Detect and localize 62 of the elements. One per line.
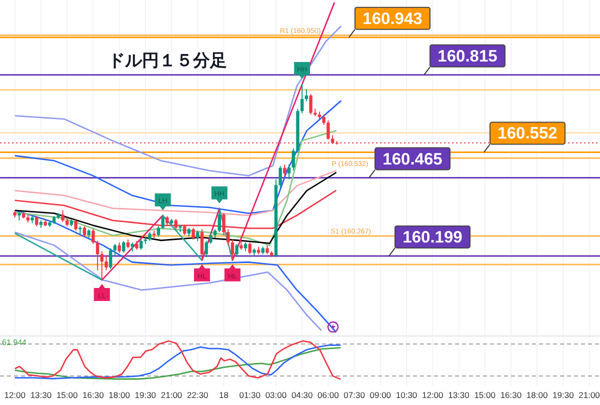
candlestick xyxy=(235,243,238,256)
candlestick xyxy=(92,228,95,244)
x-tick-label: 07:30 xyxy=(344,390,366,400)
candlestick xyxy=(248,242,252,255)
x-tick-label: 13:30 xyxy=(448,390,470,400)
ref-line-label: 160.815 xyxy=(438,47,498,66)
x-tick-label: 03:00 xyxy=(265,390,287,400)
candlestick xyxy=(322,114,326,126)
candlestick xyxy=(82,226,86,238)
x-tick-label: 22:30 xyxy=(187,390,209,400)
text: ドル円１５分足 xyxy=(108,51,227,71)
x-tick-label: 18 xyxy=(219,390,229,400)
annotation: 61.944 xyxy=(2,338,28,347)
x-tick-label: 19:30 xyxy=(552,390,574,400)
candlestick xyxy=(300,84,304,114)
x-tick-label: 16:30 xyxy=(500,390,522,400)
x-tick-label: 01:30 xyxy=(239,390,261,400)
x-tick-label: 15:00 xyxy=(474,390,496,400)
ref-line-label: 160.465 xyxy=(382,150,442,168)
candlestick xyxy=(122,240,126,254)
x-tick-label: 06:00 xyxy=(318,390,340,400)
x-tick-label: 04:30 xyxy=(291,390,313,400)
candlestick xyxy=(287,164,291,180)
ref-line-label: 160.199 xyxy=(402,228,462,246)
ref-line-label: 160.552 xyxy=(498,124,558,143)
candlestick xyxy=(309,94,312,116)
candlestick xyxy=(204,240,208,258)
candlestick xyxy=(109,248,112,270)
candlestick xyxy=(74,219,78,232)
ref-line-label: 160.943 xyxy=(362,10,422,28)
x-tick-label: 21:00 xyxy=(578,390,600,400)
x-tick-label: 16:30 xyxy=(82,390,104,400)
candlestick xyxy=(326,120,330,140)
candlestick xyxy=(139,238,143,250)
x-tick-label: 21:00 xyxy=(160,390,182,400)
candlestick xyxy=(283,164,286,177)
x-tick-label: 13:30 xyxy=(30,390,52,400)
candlestick xyxy=(200,228,204,261)
candlestick xyxy=(304,88,308,102)
candlestick xyxy=(118,242,121,254)
candlestick xyxy=(196,230,200,242)
x-tick-label: 18:00 xyxy=(526,390,548,400)
candlestick xyxy=(156,226,160,238)
candlestick xyxy=(292,148,295,171)
x-tick-label: 15:00 xyxy=(56,390,78,400)
x-tick-label: 18:00 xyxy=(108,390,130,400)
x-tick-label: 12:00 xyxy=(4,390,26,400)
candlestick xyxy=(61,210,64,222)
x-tick-label: 09:00 xyxy=(370,390,392,400)
candlestick xyxy=(35,215,38,227)
candlestick xyxy=(100,250,104,281)
candlestick xyxy=(278,166,282,189)
candlestick xyxy=(218,208,221,233)
candlestick xyxy=(96,240,100,271)
x-tick-label: 19:30 xyxy=(134,390,156,400)
candlestick xyxy=(104,255,108,271)
candlestick xyxy=(113,243,117,256)
candlestick xyxy=(161,214,164,230)
candlestick xyxy=(209,233,212,244)
candlestick xyxy=(230,238,234,261)
x-tick-label: 10:30 xyxy=(396,390,418,400)
x-tick-label: 12:00 xyxy=(422,390,444,400)
